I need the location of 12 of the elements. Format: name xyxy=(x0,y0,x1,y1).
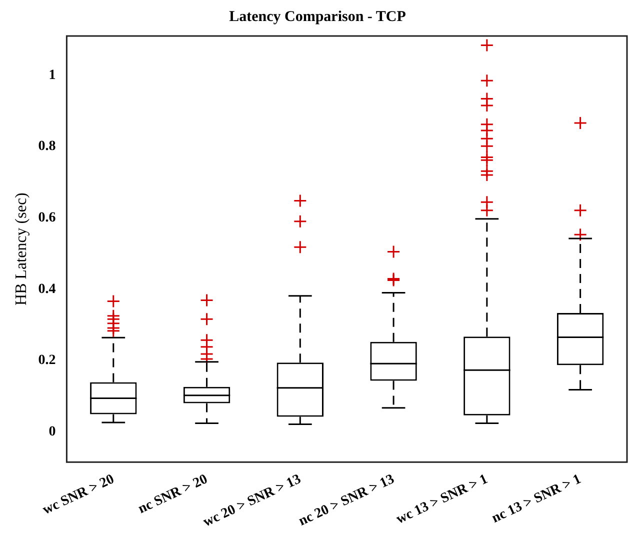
chart-title: Latency Comparison - TCP xyxy=(229,8,406,25)
x-tick-label: wc 13 > SNR > 1 xyxy=(394,472,490,528)
x-tick-label: nc 13 > SNR > 1 xyxy=(490,472,584,526)
y-axis-title: HB Latency (sec) xyxy=(12,192,30,306)
y-tick-label: 0.6 xyxy=(38,210,56,226)
y-tick-label: 0.4 xyxy=(38,282,56,297)
y-tick-label: 0.2 xyxy=(38,353,56,368)
x-tick-label: nc SNR > 20 xyxy=(136,472,210,518)
x-tick-label: wc SNR > 20 xyxy=(40,472,117,518)
y-tick-label: 1 xyxy=(48,68,56,83)
y-tick-label: 0.8 xyxy=(38,139,56,154)
y-tick-label: 0 xyxy=(48,424,56,440)
